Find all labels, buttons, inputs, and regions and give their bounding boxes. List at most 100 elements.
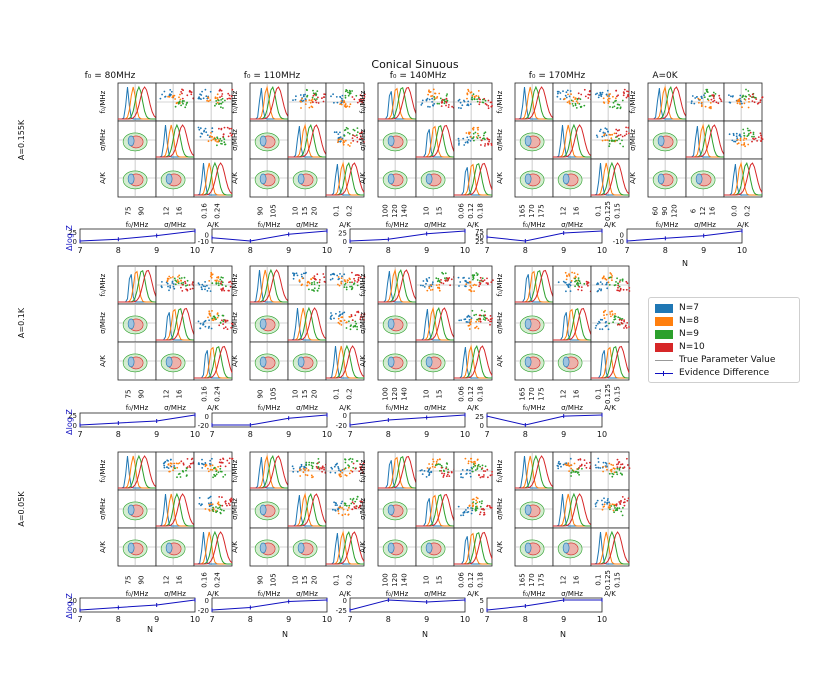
sample-point [355, 498, 358, 501]
sample-point [477, 463, 480, 466]
sample-point [164, 460, 167, 463]
sample-point [341, 316, 344, 319]
sample-point [348, 504, 351, 507]
sample-point [217, 276, 220, 279]
sample-point [219, 88, 222, 91]
sample-point [177, 462, 180, 465]
sample-point [355, 322, 358, 325]
sample-point [479, 320, 482, 323]
x-axis-label: σ/MHz [561, 590, 583, 598]
x-tick-label: 15 [435, 576, 443, 585]
sample-point [745, 137, 748, 140]
sample-point [323, 93, 325, 95]
sample-point [292, 99, 294, 101]
sample-point [483, 474, 485, 476]
x-tick-label: 0.18 [477, 572, 485, 588]
sample-point [306, 284, 309, 287]
sample-point [182, 281, 185, 284]
y-axis-label: σ/MHz [629, 129, 637, 151]
sample-point [178, 472, 181, 475]
x-tick-label: 16 [175, 206, 183, 215]
sample-point [199, 135, 202, 138]
sample-point [479, 318, 482, 321]
sample-point [731, 139, 734, 142]
sample-point [208, 502, 210, 505]
sample-point [204, 465, 207, 468]
sample-point [481, 464, 484, 467]
sample-point [302, 95, 305, 98]
y-axis-label: f₀/MHz [99, 459, 107, 482]
sample-point [466, 469, 469, 471]
x-axis-label: f₀/MHz [386, 221, 409, 229]
x-tick-label: 10 [292, 390, 300, 399]
sample-point [359, 135, 362, 138]
sample-point [607, 100, 610, 103]
sample-point [333, 101, 335, 104]
sample-point [490, 142, 493, 145]
sample-point [752, 137, 754, 140]
sample-point [460, 319, 462, 322]
sample-point [471, 470, 474, 473]
sample-point [713, 99, 716, 102]
sample-point [760, 134, 762, 137]
evidence-panel [79, 412, 196, 428]
sample-point [600, 95, 603, 98]
sample-point [562, 463, 565, 466]
sample-point [434, 92, 437, 95]
sample-point [608, 322, 610, 325]
x-tick-label: 120 [391, 204, 399, 217]
sample-point [570, 464, 573, 467]
sample-point [575, 107, 578, 109]
sample-point [621, 473, 623, 476]
sample-point [428, 98, 431, 101]
sample-point [573, 462, 576, 465]
sample-point [628, 326, 630, 328]
sample-point [474, 469, 477, 471]
sample-point [351, 499, 354, 501]
sample-point [357, 276, 360, 279]
sample-point [340, 103, 343, 106]
sample-point [616, 323, 619, 326]
sample-point [569, 284, 572, 287]
sample-point [330, 312, 332, 314]
x-axis-label: A/K [604, 590, 616, 598]
sample-point [292, 277, 295, 280]
sample-point [715, 101, 718, 104]
sample-point [313, 93, 316, 96]
sample-point [486, 468, 489, 471]
sample-point [313, 275, 316, 277]
sample-point [163, 466, 166, 469]
evidence-x-tick: 9 [154, 246, 159, 255]
evidence-x-tick: 9 [561, 430, 566, 439]
sample-point [459, 281, 462, 283]
evidence-line [486, 230, 603, 242]
column-title-170: f₀ = 170MHz [528, 71, 586, 81]
sample-point [214, 279, 217, 282]
sample-point [611, 106, 614, 109]
legend-label: N=10 [679, 342, 705, 352]
sample-point [339, 138, 341, 140]
sample-point [564, 271, 567, 274]
sample-point [465, 473, 468, 475]
sample-point [445, 104, 447, 107]
sample-point [557, 90, 560, 93]
sample-point [753, 135, 755, 138]
sample-point [231, 457, 234, 460]
sample-point [362, 315, 365, 318]
sample-point [356, 281, 359, 283]
sample-point [213, 473, 216, 476]
contour-n7 [425, 173, 433, 185]
sample-point [470, 91, 473, 94]
sample-point [177, 276, 179, 278]
sample-point [202, 97, 205, 100]
sample-point [315, 465, 318, 468]
sample-point [613, 132, 616, 135]
sample-point [609, 134, 612, 136]
sample-point [491, 474, 493, 476]
x-tick-label: 20 [311, 576, 319, 585]
sample-point [759, 132, 762, 135]
sample-point [175, 462, 178, 465]
sample-point [490, 506, 492, 509]
sample-point [228, 127, 231, 130]
evidence-x-tick: 7 [347, 430, 352, 439]
